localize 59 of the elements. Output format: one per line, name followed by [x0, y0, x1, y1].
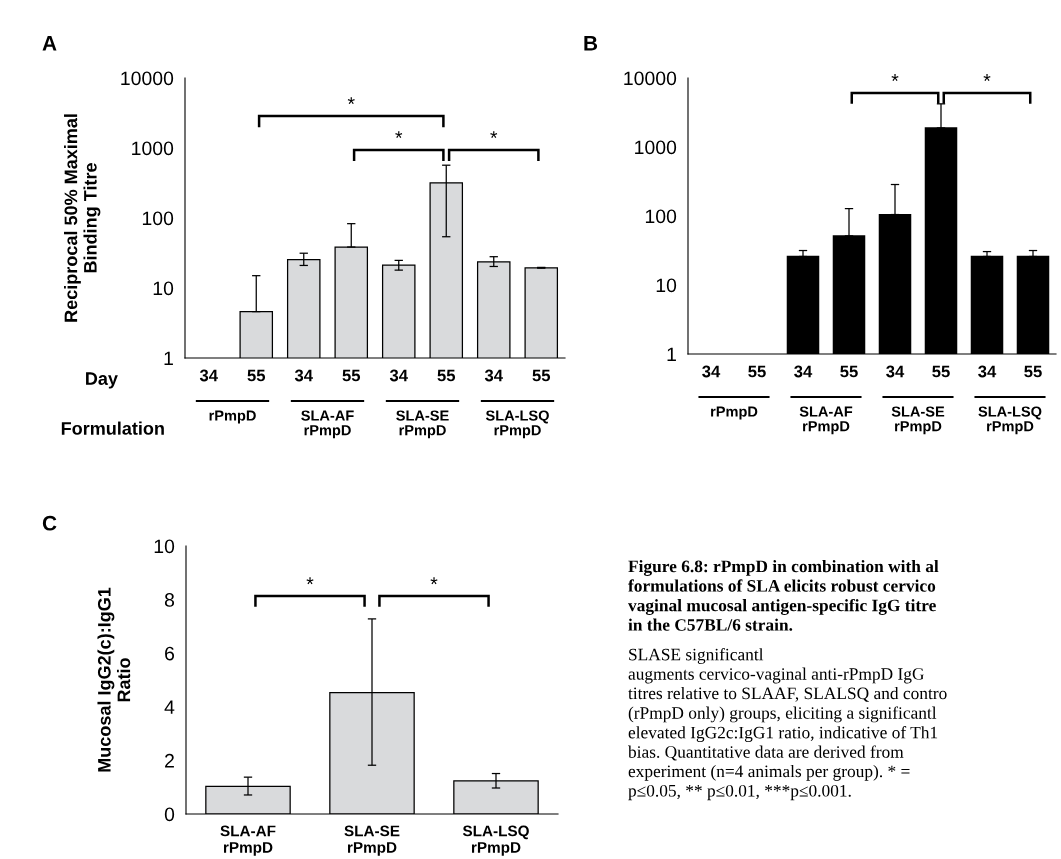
y-tick-label: 10000: [121, 71, 174, 86]
caption: Figure 6.8: rPmpD in combination with al formulations of SLA elicits robust cervico vaginal mucosal antigen-specific IgG titre in the C57BL/6 strain.: [628, 560, 939, 631]
x-tick-label: 34: [294, 369, 313, 382]
y-tick-label: 10: [154, 539, 175, 554]
y-tick-label: 0: [164, 807, 175, 822]
y-tick-label: 100: [645, 209, 677, 224]
x-tick-label: 34: [389, 369, 408, 382]
y-axis-title: Mucosal IgG2(c):IgG1 Ratio: [97, 587, 131, 772]
y-axis-title: Reciprocal 50% Maximal Binding Titre: [64, 114, 101, 322]
chart-title: C: [42, 515, 57, 531]
y-tick-label: 8: [164, 593, 175, 607]
text: SLA-AF rPmpD: [301, 410, 354, 439]
y-tick-label: 1: [164, 351, 173, 366]
chart-title: B: [584, 36, 598, 51]
text: SLASE significantl augments cervico-vaginal anti-rPmpD IgG titres relative to SLAAF, SLALSQ and contro (rPmpD only) groups, eliciting a significantl elevated IgG2c:IgG1 ratio, indicative of Th1 bias. Quantitative data are derived from experiment (n=4 animals per group). * = p≤0.05, ** p≤0.01, ***p≤0.001.: [628, 648, 947, 801]
x-tick-label: 34: [886, 365, 905, 378]
annotation: *: [490, 131, 498, 138]
x-tick-label: 55: [840, 365, 858, 378]
y-tick-label: 2: [165, 753, 174, 768]
x-tick-label: 34: [794, 365, 813, 378]
x-tick-label: 55: [342, 369, 361, 382]
annotation: *: [347, 97, 355, 105]
chart-title: A: [42, 36, 57, 51]
x-tick-label: 55: [748, 365, 766, 378]
x-tick-label: 34: [978, 365, 997, 378]
x-tick-label: 34: [199, 369, 218, 382]
annotation: *: [983, 74, 991, 81]
text: Formulation: [61, 421, 164, 435]
x-tick-label: SLA-LSQ rPmpD: [462, 825, 529, 856]
x-tick-label: 55: [437, 369, 456, 382]
y-tick-label: 4: [164, 700, 175, 714]
y-tick-label: 6: [165, 646, 175, 661]
text: SLA-LSQ rPmpD: [978, 406, 1042, 435]
y-tick-label: 1000: [635, 140, 677, 155]
y-tick-label: 1000: [132, 141, 174, 156]
x-tick-label: 34: [702, 365, 721, 378]
y-tick-label: 10: [153, 281, 174, 296]
text: rPmpD: [711, 406, 758, 420]
x-tick-label: 55: [1024, 365, 1042, 378]
text: SLA-LSQ rPmpD: [485, 410, 549, 439]
text: Day: [86, 372, 118, 389]
annotation: *: [430, 577, 438, 585]
y-tick-label: 1: [667, 347, 676, 362]
x-tick-label: SLA-SE rPmpD: [344, 825, 400, 856]
annotation: *: [891, 74, 899, 81]
annotation: *: [395, 131, 403, 138]
annotation: *: [306, 577, 314, 585]
text: SLA-SE rPmpD: [891, 406, 945, 435]
x-tick-label: SLA-AF rPmpD: [220, 825, 276, 856]
text: SLA-AF rPmpD: [799, 406, 853, 435]
y-tick-label: 100: [142, 211, 174, 226]
text: SLA-SE rPmpD: [396, 410, 449, 439]
x-tick-label: 55: [932, 365, 950, 378]
y-tick-label: 10: [656, 278, 677, 293]
x-tick-label: 55: [247, 369, 266, 382]
x-tick-label: 55: [532, 369, 551, 382]
x-tick-label: 34: [484, 369, 503, 382]
y-tick-label: 10000: [624, 71, 677, 86]
text: rPmpD: [209, 410, 256, 424]
